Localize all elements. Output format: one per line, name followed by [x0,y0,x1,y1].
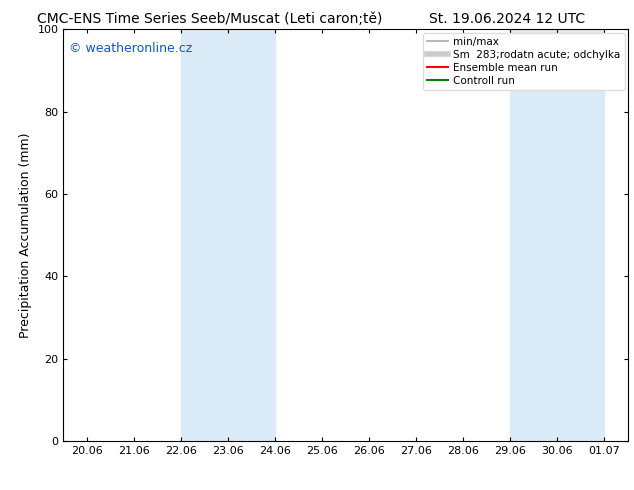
Bar [181,29,275,441]
Text: CMC-ENS Time Series Seeb/Muscat (Leti caron;tě): CMC-ENS Time Series Seeb/Muscat (Leti ca… [37,12,382,26]
Text: © weatheronline.cz: © weatheronline.cz [69,42,192,55]
Bar [510,29,604,441]
Text: St. 19.06.2024 12 UTC: St. 19.06.2024 12 UTC [429,12,585,26]
Y-axis label: Precipitation Accumulation (mm): Precipitation Accumulation (mm) [19,132,32,338]
Legend: min/max, Sm  283;rodatn acute; odchylka, Ensemble mean run, Controll run: min/max, Sm 283;rodatn acute; odchylka, … [423,32,624,90]
